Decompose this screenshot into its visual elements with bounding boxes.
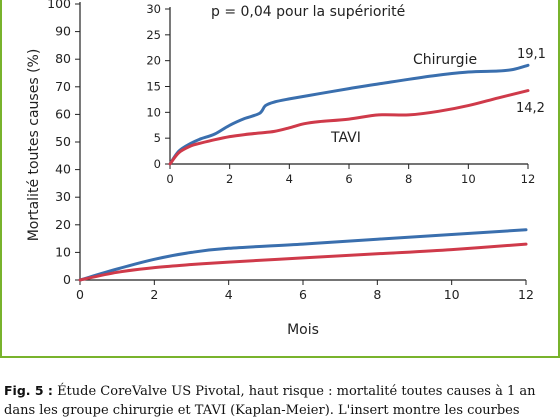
- inset-series-label-chirurgie: Chirurgie: [413, 52, 477, 68]
- main-y-tick-label: 0: [63, 272, 71, 287]
- inset-end-label-chirurgie: 19,1: [517, 47, 546, 62]
- main-y-tick-label: 20: [55, 217, 71, 232]
- main-y-tick-label: 80: [55, 51, 71, 66]
- inset-x-tick-label: 6: [345, 172, 352, 186]
- inset-y-tick-label: 15: [146, 80, 161, 94]
- inset-end-label-tavi: 14,2: [516, 101, 545, 116]
- chart-frame: 0 10 20 30 40 50 60 70 80 90 100 0 2 4 6 8 10 12 Mortali…: [0, 0, 560, 358]
- main-x-tick-label: 6: [299, 287, 307, 302]
- main-y-tick-label: 90: [55, 24, 71, 39]
- inset-x-tick-label: 12: [521, 172, 536, 186]
- main-y-tick-label: 70: [55, 79, 71, 94]
- inset-x-tick-label: 4: [286, 172, 293, 186]
- inset-y-tick-label: 5: [154, 131, 161, 145]
- main-plot: [78, 228, 528, 282]
- main-y-tick-label: 30: [55, 189, 71, 204]
- main-y-axis-label: Mortalité toutes causes (%): [26, 49, 42, 242]
- caption-line-1: Fig. 5 : Étude CoreValve US Pivotal, hau…: [4, 381, 560, 401]
- caption-label: Fig. 5 :: [4, 383, 53, 398]
- inset-line-chirurgie: [168, 63, 530, 166]
- inset-x-tick-label: 2: [226, 172, 233, 186]
- main-y-tick-label: 40: [55, 162, 71, 177]
- main-line-chirurgie: [78, 228, 528, 282]
- inset-x-tick-label: 8: [405, 172, 412, 186]
- inset-y-tick-label: 10: [146, 105, 161, 119]
- inset-y-tick-label: 30: [146, 2, 161, 16]
- main-y-tick-label: 50: [55, 134, 71, 149]
- main-x-tick-label: 4: [225, 287, 233, 302]
- inset-y-tick-label: 20: [146, 54, 161, 68]
- caption-text-1: Étude CoreValve US Pivotal, haut risque …: [57, 384, 536, 399]
- inset-series-label-tavi: TAVI: [330, 130, 361, 146]
- caption-line-2: dans les groupe chirurgie et TAVI (Kapla…: [4, 403, 520, 418]
- main-y-tick-label: 100: [47, 0, 71, 11]
- inset-x-axis: 0 2 4 6 8 10 12: [166, 163, 536, 186]
- inset-x-tick-label: 0: [166, 172, 173, 186]
- main-x-tick-label: 2: [150, 287, 158, 302]
- main-line-tavi: [78, 242, 528, 282]
- main-x-tick-label: 10: [444, 287, 460, 302]
- main-x-tick-label: 12: [518, 287, 534, 302]
- main-x-tick-label: 0: [76, 287, 84, 302]
- inset-y-axis: 0 5 10 15 20 25 30: [146, 2, 171, 171]
- inset-line-tavi: [168, 89, 530, 166]
- inset-annotation: p = 0,04 pour la supériorité: [211, 4, 405, 20]
- main-x-axis-label: Mois: [287, 322, 319, 338]
- main-x-axis: 0 2 4 6 8 10 12: [76, 279, 534, 302]
- inset-y-tick-label: 25: [146, 28, 161, 42]
- main-y-tick-label: 10: [55, 244, 71, 259]
- figure-caption: Fig. 5 : Étude CoreValve US Pivotal, hau…: [4, 381, 560, 420]
- inset-plot: [168, 63, 530, 166]
- main-y-axis: 0 10 20 30 40 50 60 70 80 90 100: [47, 0, 81, 287]
- main-y-tick-label: 60: [55, 106, 71, 121]
- main-x-tick-label: 8: [373, 287, 381, 302]
- inset-y-tick-label: 0: [154, 157, 161, 171]
- inset-x-tick-label: 10: [461, 172, 476, 186]
